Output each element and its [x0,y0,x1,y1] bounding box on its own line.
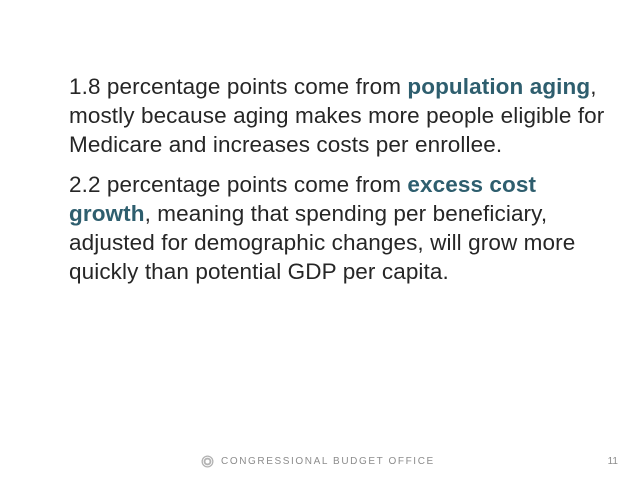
cbo-seal-icon [201,455,214,468]
highlight-population-aging: population aging [407,74,591,99]
paragraph-2-lead: 2.2 percentage points come from [69,172,408,197]
paragraph-population-aging: 1.8 percentage points come from populati… [69,72,609,159]
paragraph-excess-cost-growth: 2.2 percentage points come from excess c… [69,170,609,286]
paragraph-1-rest: , mostly because aging makes more people… [69,74,605,157]
paragraph-2-rest: , meaning that spending per beneficiary,… [69,201,576,284]
paragraph-1-lead: 1.8 percentage points come from [69,74,408,99]
slide-body: 1.8 percentage points come from populati… [69,72,609,286]
page-number: 11 [607,456,618,467]
highlight-excess-cost-growth: excess cost growth [69,172,537,226]
slide-footer: CONGRESSIONAL BUDGET OFFICE 11 [0,454,638,474]
footer-org-name: CONGRESSIONAL BUDGET OFFICE [221,456,435,467]
